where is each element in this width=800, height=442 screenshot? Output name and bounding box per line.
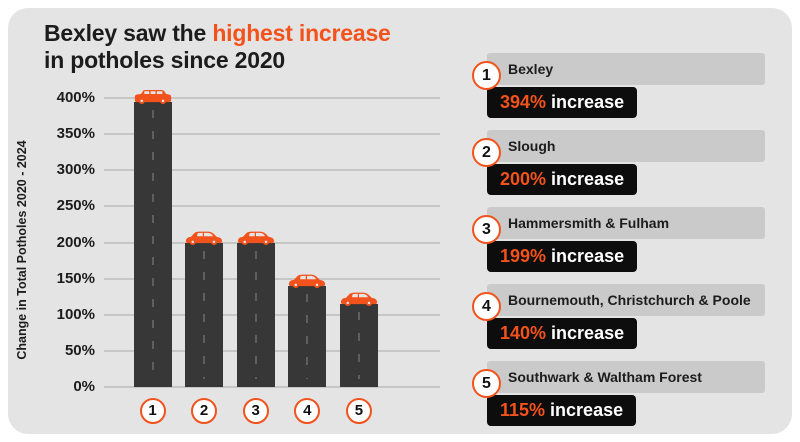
title-highlight: highest increase (212, 20, 391, 46)
legend-percent-value: 199% (500, 245, 547, 266)
legend-percent-badge: 115% increase (487, 394, 637, 426)
legend-percent-badge: 140% increase (487, 317, 638, 349)
legend-name: Hammersmith & Fulham (508, 214, 670, 231)
title-line2: in potholes since 2020 (44, 47, 286, 73)
title-prefix: Bexley saw the (44, 20, 213, 46)
gridline-300 (104, 169, 440, 172)
road-marking (151, 110, 154, 379)
bar-hammersmith-fulham (236, 243, 275, 387)
legend-rank-circle: 1 (472, 60, 501, 90)
legend-percent-value: 140% (500, 322, 547, 343)
legend-rank-circle: 5 (472, 368, 501, 398)
y-tick-label: 350% (56, 125, 95, 143)
bar-bournemouth-christchurch-poole (288, 285, 327, 387)
x-axis-rank-circle: 5 (345, 398, 372, 424)
x-axis-rank-circle: 3 (242, 398, 269, 424)
road-marking (203, 250, 206, 379)
y-tick-label: 250% (56, 197, 95, 215)
legend-percent-value: 200% (500, 168, 547, 189)
x-axis-rank-circle: 2 (191, 398, 218, 424)
legend-percent-suffix: increase (546, 322, 625, 343)
legend-percent-suffix: increase (546, 91, 625, 112)
legend-name: Southwark & Waltham Forest (508, 368, 702, 385)
y-tick-label: 200% (56, 233, 95, 251)
legend-percent-badge: 200% increase (487, 163, 638, 195)
legend-name-bar: Southwark & Waltham Forest (487, 360, 765, 393)
bar-slough (185, 242, 224, 387)
legend-percent-badge: 394% increase (487, 86, 638, 118)
legend-percent-suffix: increase (546, 168, 625, 189)
legend-name: Bournemouth, Christchurch & Poole (508, 291, 751, 308)
road-marking (306, 293, 309, 379)
infographic-card: Bexley saw the highest increase in pothol… (8, 8, 792, 434)
y-tick-label: 100% (56, 305, 95, 323)
legend-percent-suffix: increase (546, 245, 625, 266)
x-axis-rank-circle: 1 (139, 398, 166, 424)
gridline-350 (104, 133, 440, 136)
car-sedan-icon (287, 272, 327, 289)
legend-name-bar: Slough (487, 129, 765, 162)
legend-name-bar: Bexley (487, 52, 765, 85)
legend-percent-badge: 199% increase (487, 240, 638, 272)
legend-name-bar: Hammersmith & Fulham (487, 206, 765, 239)
y-tick-label: 400% (56, 89, 95, 106)
bar-bexley (133, 102, 172, 387)
legend-name: Bexley (508, 60, 554, 77)
gridline-400 (104, 97, 440, 99)
bar-southwark-waltham-forest (339, 303, 378, 387)
y-tick-label: 150% (56, 269, 95, 287)
gridline-250 (104, 205, 440, 208)
y-tick-label: 0% (73, 378, 95, 395)
road-marking (254, 251, 257, 379)
legend-name: Slough (508, 137, 556, 154)
legend-rank-circle: 4 (472, 291, 501, 321)
road-marking (357, 311, 360, 379)
car-suv-icon (133, 88, 173, 105)
legend-percent-value: 115% (500, 399, 546, 420)
chart-title: Bexley saw the highest increase in pothol… (44, 20, 391, 74)
gridline-0 (104, 386, 440, 388)
legend-rank-circle: 3 (472, 214, 501, 244)
legend-name-bar: Bournemouth, Christchurch & Poole (487, 283, 765, 316)
y-tick-label: 300% (56, 161, 95, 179)
car-sedan-icon (184, 229, 224, 246)
car-sedan-icon (236, 229, 276, 246)
legend-rank-circle: 2 (472, 137, 501, 167)
car-sedan-icon (339, 290, 379, 307)
legend-percent-suffix: increase (545, 399, 624, 420)
x-axis-rank-circle: 4 (294, 398, 321, 424)
legend-percent-value: 394% (500, 91, 547, 112)
y-tick-label: 50% (64, 341, 95, 359)
